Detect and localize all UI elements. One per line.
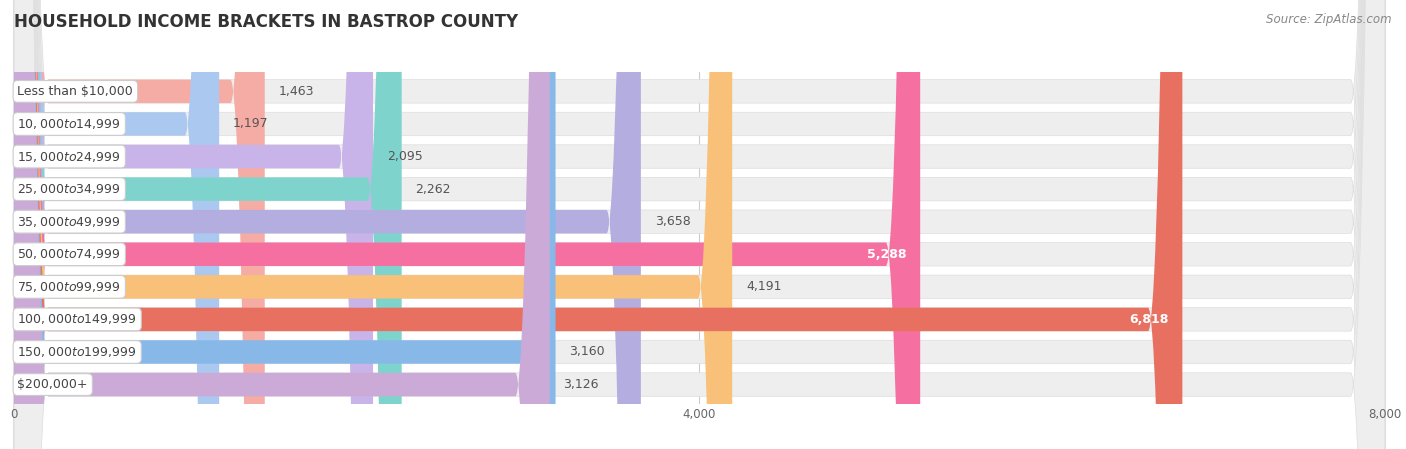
FancyBboxPatch shape xyxy=(14,0,550,449)
Text: $200,000+: $200,000+ xyxy=(17,378,89,391)
Text: $50,000 to $74,999: $50,000 to $74,999 xyxy=(17,247,121,261)
FancyBboxPatch shape xyxy=(14,0,1385,449)
Text: 6,818: 6,818 xyxy=(1129,313,1168,326)
FancyBboxPatch shape xyxy=(14,0,1385,449)
FancyBboxPatch shape xyxy=(14,0,1182,449)
Text: $100,000 to $149,999: $100,000 to $149,999 xyxy=(17,313,136,326)
FancyBboxPatch shape xyxy=(14,0,1385,449)
Text: 2,095: 2,095 xyxy=(387,150,423,163)
Text: Less than $10,000: Less than $10,000 xyxy=(17,85,134,98)
Text: HOUSEHOLD INCOME BRACKETS IN BASTROP COUNTY: HOUSEHOLD INCOME BRACKETS IN BASTROP COU… xyxy=(14,13,519,31)
Text: 1,463: 1,463 xyxy=(278,85,314,98)
FancyBboxPatch shape xyxy=(14,0,1385,449)
FancyBboxPatch shape xyxy=(14,0,373,449)
FancyBboxPatch shape xyxy=(14,0,555,449)
Text: 3,126: 3,126 xyxy=(564,378,599,391)
FancyBboxPatch shape xyxy=(14,0,1385,449)
FancyBboxPatch shape xyxy=(14,0,219,449)
FancyBboxPatch shape xyxy=(14,0,402,449)
Text: 4,191: 4,191 xyxy=(747,280,782,293)
FancyBboxPatch shape xyxy=(14,0,733,449)
FancyBboxPatch shape xyxy=(14,0,264,449)
Text: $25,000 to $34,999: $25,000 to $34,999 xyxy=(17,182,121,196)
Text: 3,658: 3,658 xyxy=(655,215,690,228)
Text: Source: ZipAtlas.com: Source: ZipAtlas.com xyxy=(1267,13,1392,26)
Text: 1,197: 1,197 xyxy=(233,118,269,131)
Text: 3,160: 3,160 xyxy=(569,345,605,358)
FancyBboxPatch shape xyxy=(14,0,1385,449)
Text: 2,262: 2,262 xyxy=(415,183,451,196)
FancyBboxPatch shape xyxy=(14,0,641,449)
FancyBboxPatch shape xyxy=(14,0,1385,449)
Text: $15,000 to $24,999: $15,000 to $24,999 xyxy=(17,150,121,163)
Text: 5,288: 5,288 xyxy=(868,248,907,261)
FancyBboxPatch shape xyxy=(14,0,1385,449)
Text: $150,000 to $199,999: $150,000 to $199,999 xyxy=(17,345,136,359)
Text: $35,000 to $49,999: $35,000 to $49,999 xyxy=(17,215,121,229)
Text: $75,000 to $99,999: $75,000 to $99,999 xyxy=(17,280,121,294)
FancyBboxPatch shape xyxy=(14,0,920,449)
FancyBboxPatch shape xyxy=(14,0,1385,449)
Text: $10,000 to $14,999: $10,000 to $14,999 xyxy=(17,117,121,131)
FancyBboxPatch shape xyxy=(14,0,1385,449)
